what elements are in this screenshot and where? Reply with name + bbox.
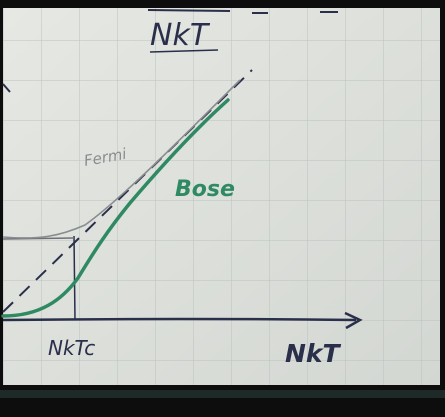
y-axis-label: NkT	[150, 18, 211, 53]
tc-marker-line	[73, 235, 76, 321]
fermi-curve	[2, 79, 241, 239]
bose-label: Bose	[175, 177, 235, 202]
x-axis-label: NkT	[285, 339, 342, 368]
bottom-edge	[0, 385, 445, 417]
tc-tick-label: NkTc	[48, 336, 95, 360]
tc-horizontal-line	[2, 237, 75, 240]
top-strokes	[147, 9, 338, 14]
grid	[3, 8, 440, 385]
bose-curve	[1, 98, 230, 318]
corner-mark	[2, 83, 11, 93]
x-axis	[2, 311, 363, 330]
